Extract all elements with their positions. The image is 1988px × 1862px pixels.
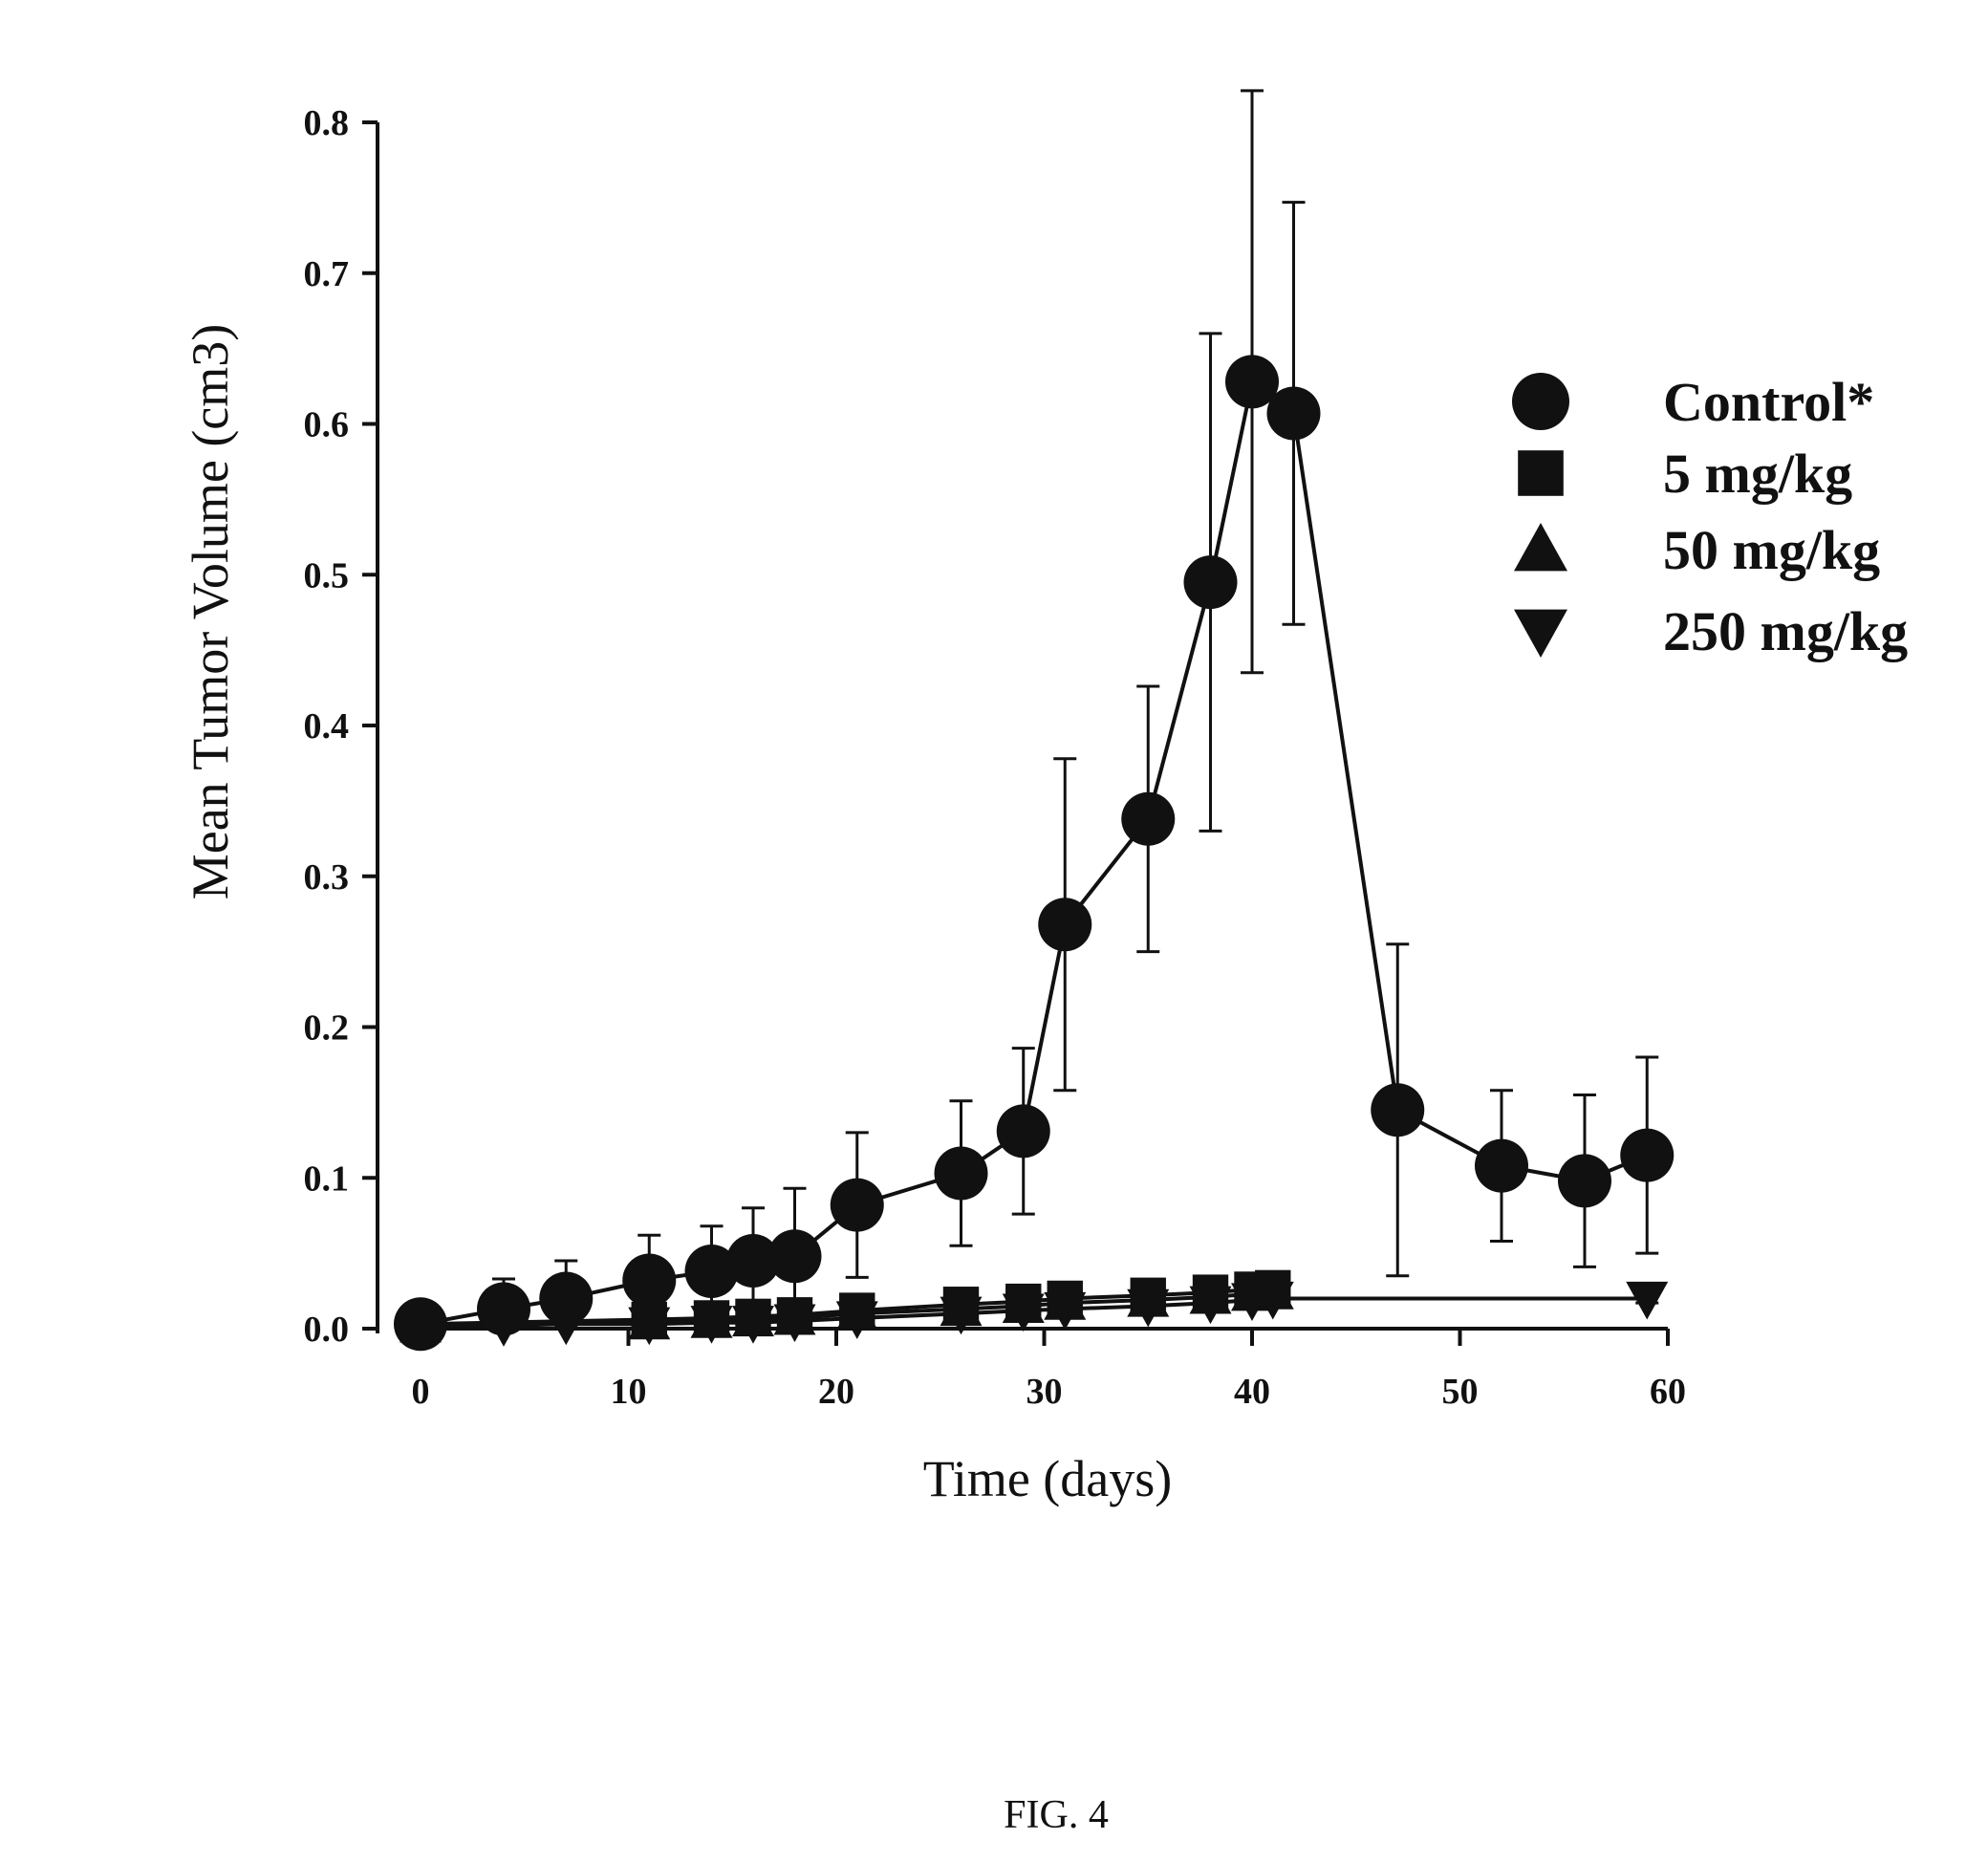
data-point [1131,1278,1166,1313]
data-point [1371,1083,1424,1137]
legend-label: 50 mg/kg [1663,519,1880,581]
y-axis-title: Mean Tumor Volume (cm3) [182,324,239,900]
plot-area: 0.0 0.1 0.2 0.3 0.4 0.5 0.6 0.7 0.8 0 10 20 30 40 50 60 [304,91,1687,1412]
legend-marker [1514,610,1567,658]
y-tick-label: 0.7 [304,254,350,294]
y-tick-label: 0.2 [304,1008,350,1049]
legend: Control* 5 mg/kg 50 mg/kg 250 mg/kg [1512,371,1908,662]
legend-marker [1512,373,1569,430]
data-point [477,1282,530,1335]
data-point [1121,792,1175,846]
legend-label: 5 mg/kg [1663,443,1852,505]
y-tick-label: 0.1 [304,1158,350,1199]
legend-label: Control* [1663,371,1874,433]
data-point [1038,898,1091,951]
data-point [1267,386,1321,440]
x-tick-label: 30 [1026,1372,1063,1412]
data-point [1048,1281,1083,1316]
data-point [831,1179,884,1232]
x-tick-label: 10 [611,1372,647,1412]
data-point [943,1287,979,1322]
y-tick-label: 0.3 [304,857,350,898]
data-point [1626,1282,1668,1320]
data-point [394,1297,447,1351]
data-point [839,1292,875,1328]
data-point [997,1104,1050,1158]
y-tick-label: 0.5 [304,555,350,595]
x-tick-label: 0 [412,1372,430,1412]
legend-marker [1518,450,1564,496]
y-tick-label: 0.6 [304,405,350,445]
data-point [1193,1274,1228,1310]
data-point [622,1254,676,1308]
legend-label: 250 mg/kg [1663,600,1908,662]
legend-marker [1514,523,1567,571]
data-point [1620,1129,1674,1182]
x-tick-label: 60 [1650,1372,1686,1412]
x-axis-title: Time (days) [923,1450,1173,1507]
data-point [935,1147,988,1201]
y-tick-label: 0.0 [304,1310,350,1350]
data-point [768,1229,822,1283]
data-point [1255,1270,1290,1306]
y-tick-label: 0.8 [304,103,350,143]
data-point [1558,1154,1611,1207]
data-point [1475,1139,1528,1193]
figure-caption: FIG. 4 [1004,1793,1109,1837]
x-tick-label: 40 [1234,1372,1270,1412]
data-point [539,1271,593,1325]
data-point [1184,555,1238,609]
series-line [421,381,1647,1324]
x-tick-label: 20 [818,1372,854,1412]
data-point [1005,1284,1041,1319]
x-tick-label: 50 [1442,1372,1479,1412]
y-tick-label: 0.4 [304,706,350,747]
